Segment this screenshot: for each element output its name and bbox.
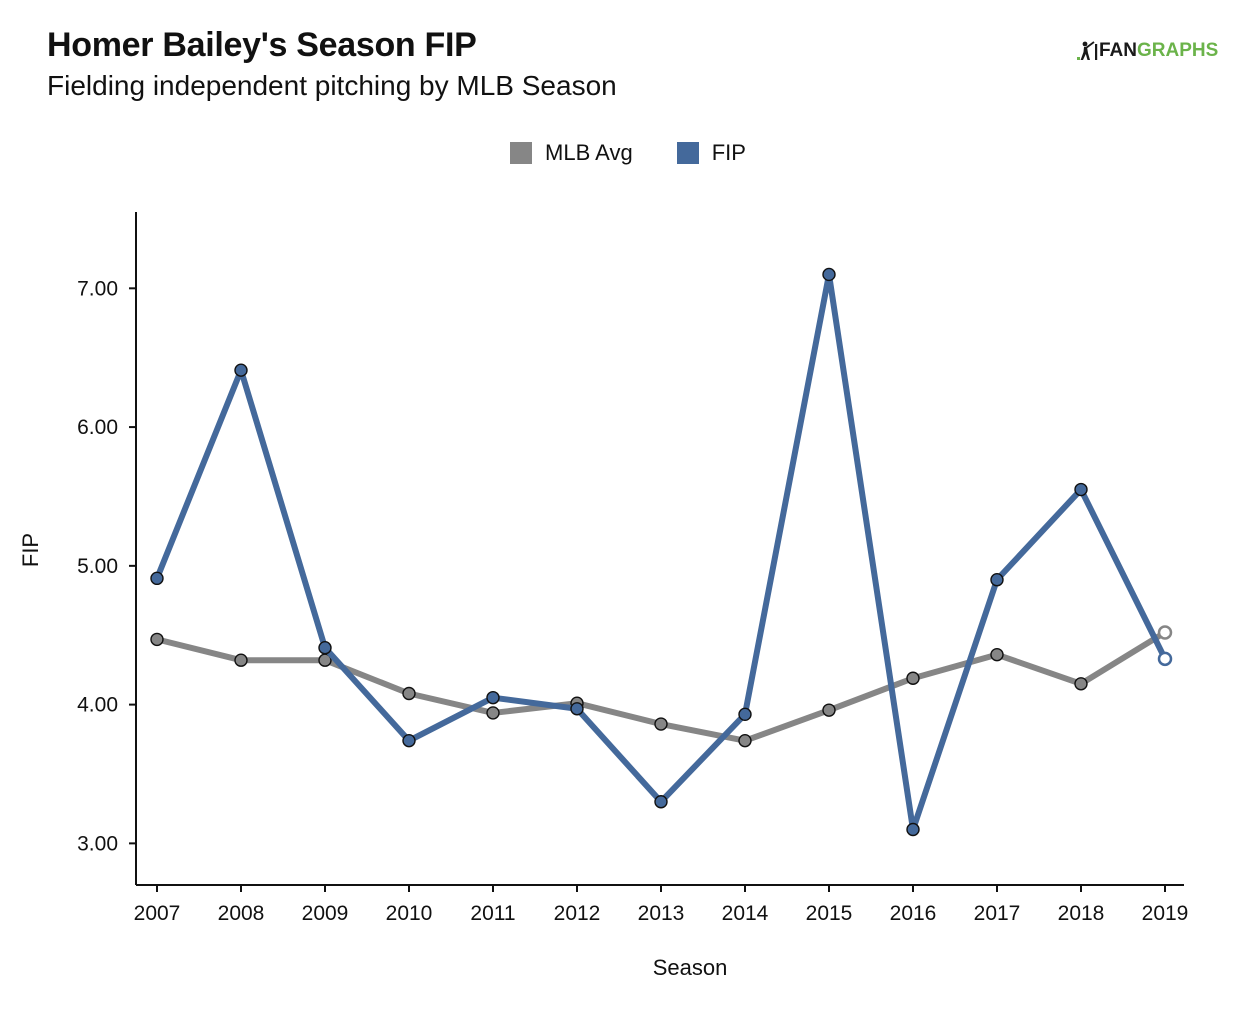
chart-subtitle: Fielding independent pitching by MLB Sea…	[47, 70, 617, 101]
x-tick-label: 2011	[470, 902, 515, 925]
data-point-fip[interactable]	[822, 267, 836, 282]
data-point-mlb-avg[interactable]	[738, 733, 752, 748]
chart-series	[150, 267, 1173, 837]
data-point-mlb-avg[interactable]	[990, 647, 1004, 662]
data-point-mlb-avg[interactable]	[1157, 625, 1173, 640]
series-mlb-avg	[150, 625, 1173, 748]
x-tick-label: 2016	[890, 902, 937, 925]
series-line-fip	[154, 271, 1168, 833]
fangraphs-logo[interactable]: FAN GRAPHS	[1076, 40, 1218, 62]
x-tick-label: 2012	[554, 902, 601, 925]
data-point-fip[interactable]	[990, 573, 1004, 587]
y-tick-label: 3.00	[77, 832, 118, 855]
legend-item-mlb-avg[interactable]: MLB Avg	[510, 140, 633, 166]
y-axis-ticks: 3.00 4.00 5.00 6.00 7.00	[77, 277, 136, 855]
data-point-fip[interactable]	[486, 690, 500, 705]
legend-swatch-fip	[676, 142, 699, 164]
y-tick-label: 5.00	[77, 555, 118, 578]
data-point-fip[interactable]	[150, 571, 164, 586]
data-point-fip[interactable]	[654, 795, 668, 809]
x-axis-ticks: 2007 2008 2009 2010 2011 2012 2013 2014 2015 2016…	[134, 885, 1189, 925]
series-fip	[150, 267, 1173, 837]
fangraphs-batter-icon	[1077, 41, 1098, 60]
data-point-mlb-avg[interactable]	[234, 653, 248, 667]
data-point-mlb-avg[interactable]	[906, 671, 920, 685]
x-tick-label: 2007	[134, 902, 181, 925]
x-tick-label: 2014	[722, 902, 769, 925]
x-tick-label: 2018	[1058, 902, 1105, 925]
x-tick-label: 2009	[302, 902, 349, 925]
x-tick-label: 2010	[386, 902, 433, 925]
legend-label-mlb-avg: MLB Avg	[545, 140, 633, 165]
data-point-fip[interactable]	[402, 733, 416, 748]
x-tick-label: 2008	[218, 902, 265, 925]
data-point-mlb-avg[interactable]	[822, 703, 836, 717]
chart-title: Homer Bailey's Season FIP	[47, 26, 477, 64]
data-point-mlb-avg[interactable]	[486, 706, 500, 720]
data-point-fip[interactable]	[318, 641, 332, 655]
y-axis-title: FIP	[18, 533, 43, 567]
x-tick-label: 2017	[974, 902, 1021, 925]
data-point-fip[interactable]	[234, 363, 248, 377]
data-point-mlb-avg[interactable]	[654, 717, 668, 731]
legend-label-fip: FIP	[711, 140, 746, 165]
logo-text-graphs: GRAPHS	[1137, 40, 1219, 61]
data-point-fip[interactable]	[738, 707, 752, 722]
legend-item-fip[interactable]: FIP	[676, 140, 746, 166]
y-tick-label: 7.00	[77, 277, 118, 300]
x-tick-label: 2019	[1142, 902, 1189, 925]
data-point-fip[interactable]	[570, 702, 584, 716]
data-point-fip[interactable]	[906, 822, 920, 837]
y-tick-label: 4.00	[77, 694, 118, 717]
x-tick-label: 2015	[806, 902, 853, 925]
logo-text-fan: FAN	[1099, 40, 1137, 61]
chart-legend: MLB Avg FIP	[0, 140, 1256, 166]
x-axis-title: Season	[653, 955, 728, 980]
x-tick-label: 2013	[638, 902, 685, 925]
data-point-mlb-avg[interactable]	[402, 686, 416, 701]
data-point-mlb-avg[interactable]	[1074, 677, 1088, 691]
y-tick-label: 6.00	[77, 416, 118, 439]
data-point-mlb-avg[interactable]	[150, 632, 164, 647]
legend-swatch-mlb-avg	[510, 142, 533, 164]
data-point-fip[interactable]	[1074, 482, 1088, 497]
data-point-fip[interactable]	[1157, 651, 1173, 667]
